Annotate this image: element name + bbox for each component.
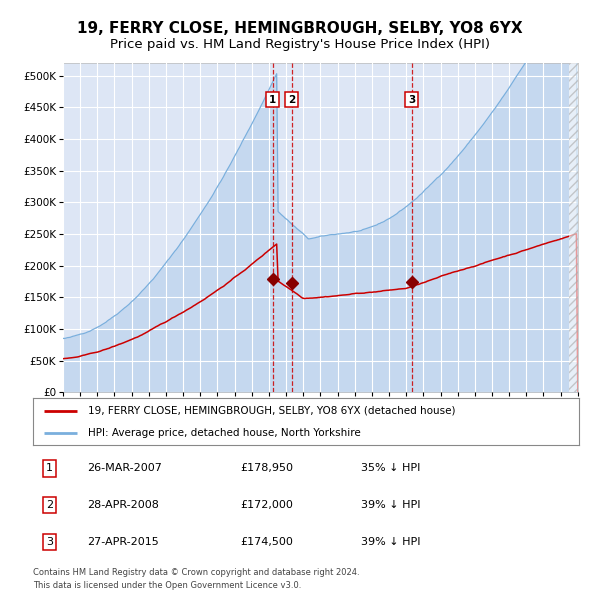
Text: 1: 1 xyxy=(46,463,53,473)
Text: £174,500: £174,500 xyxy=(241,537,293,547)
Text: 19, FERRY CLOSE, HEMINGBROUGH, SELBY, YO8 6YX: 19, FERRY CLOSE, HEMINGBROUGH, SELBY, YO… xyxy=(77,21,523,35)
Text: 2: 2 xyxy=(46,500,53,510)
Text: 1: 1 xyxy=(269,95,277,105)
Text: Price paid vs. HM Land Registry's House Price Index (HPI): Price paid vs. HM Land Registry's House … xyxy=(110,38,490,51)
Text: 2: 2 xyxy=(288,95,295,105)
Text: Contains HM Land Registry data © Crown copyright and database right 2024.: Contains HM Land Registry data © Crown c… xyxy=(33,568,359,576)
Text: 3: 3 xyxy=(408,95,415,105)
Text: 26-MAR-2007: 26-MAR-2007 xyxy=(88,463,163,473)
Text: 39% ↓ HPI: 39% ↓ HPI xyxy=(361,537,420,547)
Text: 39% ↓ HPI: 39% ↓ HPI xyxy=(361,500,420,510)
Text: 35% ↓ HPI: 35% ↓ HPI xyxy=(361,463,420,473)
Text: 28-APR-2008: 28-APR-2008 xyxy=(88,500,160,510)
Text: 3: 3 xyxy=(46,537,53,547)
Text: £178,950: £178,950 xyxy=(241,463,293,473)
Text: HPI: Average price, detached house, North Yorkshire: HPI: Average price, detached house, Nort… xyxy=(88,428,361,438)
Text: £172,000: £172,000 xyxy=(241,500,293,510)
Text: 27-APR-2015: 27-APR-2015 xyxy=(88,537,160,547)
Text: This data is licensed under the Open Government Licence v3.0.: This data is licensed under the Open Gov… xyxy=(33,581,301,589)
Text: 19, FERRY CLOSE, HEMINGBROUGH, SELBY, YO8 6YX (detached house): 19, FERRY CLOSE, HEMINGBROUGH, SELBY, YO… xyxy=(88,406,455,416)
